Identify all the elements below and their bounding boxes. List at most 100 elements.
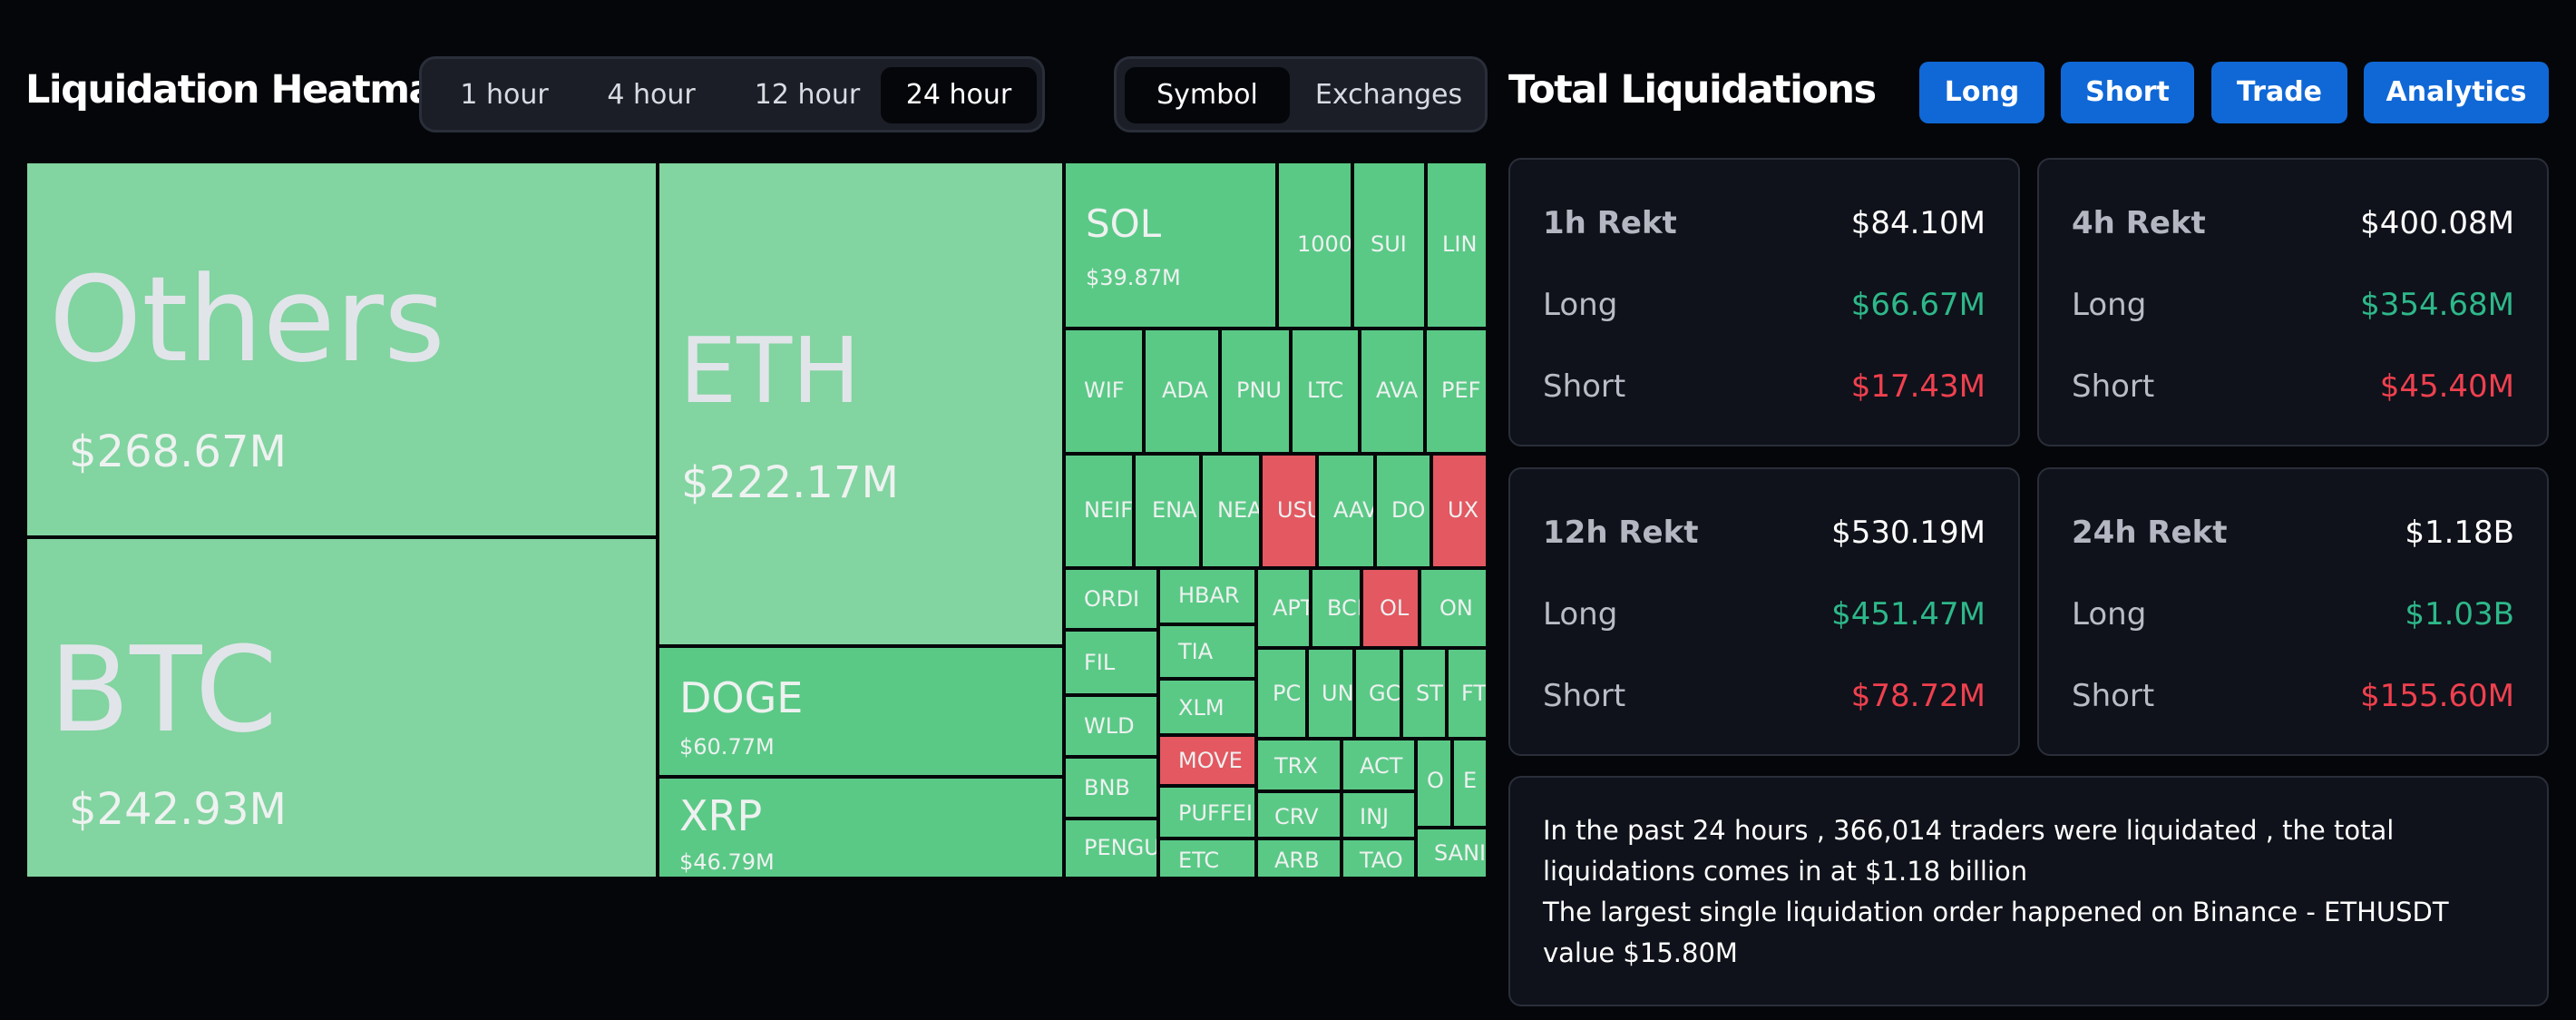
tile-symbol: AAV [1333, 497, 1375, 523]
treemap-tile[interactable]: SANI [1416, 828, 1488, 878]
tile-symbol: ORDI [1084, 586, 1140, 612]
treemap-tile[interactable]: UN [1307, 648, 1354, 739]
treemap-tile[interactable]: ON [1420, 568, 1488, 648]
tab-12-hour[interactable]: 12 hour [754, 79, 861, 111]
tile-symbol: TAO [1360, 848, 1403, 873]
liquidation-treemap: Others $268.67M BTC $242.93M ETH $222.17M DOGE… [25, 162, 1488, 878]
treemap-tile[interactable]: DOGE $60.77M [658, 646, 1064, 777]
tab-exchanges[interactable]: Exchanges [1314, 79, 1463, 111]
tile-symbol: INJ [1360, 804, 1390, 829]
long-value: $66.67M [1850, 287, 1986, 323]
analytics-button[interactable]: Analytics [2364, 62, 2549, 123]
treemap-tile[interactable]: Others $268.67M [25, 162, 658, 537]
treemap-tile[interactable]: XRP $46.79M [658, 777, 1064, 878]
treemap-tile[interactable]: ADA [1144, 329, 1220, 454]
treemap-tile[interactable]: PENGU [1064, 819, 1158, 878]
card-title: 24h Rekt [2072, 515, 2228, 551]
treemap-tile[interactable]: SUI [1352, 162, 1426, 329]
tab-4-hour[interactable]: 4 hour [607, 79, 696, 111]
treemap-tile[interactable]: UX [1431, 454, 1488, 568]
tile-value: $60.77M [679, 734, 775, 760]
treemap-tile[interactable]: ENA [1134, 454, 1201, 568]
tile-symbol: ARB [1274, 848, 1320, 873]
treemap-tile[interactable]: BTC $242.93M [25, 537, 658, 878]
long-value: $1.03B [2405, 596, 2514, 633]
short-button[interactable]: Short [2061, 62, 2194, 123]
card-title: 1h Rekt [1543, 205, 1677, 241]
tile-symbol: FT [1461, 681, 1488, 706]
treemap-tile[interactable]: ETC [1158, 839, 1256, 878]
treemap-tile[interactable]: CRV [1256, 791, 1342, 839]
tile-symbol: FIL [1084, 650, 1116, 675]
treemap-tile[interactable]: NEIF [1064, 454, 1134, 568]
tile-symbol: APT [1273, 595, 1311, 621]
tile-value: $222.17M [681, 457, 899, 508]
treemap-tile[interactable]: DO [1375, 454, 1431, 568]
summary-line-1: In the past 24 hours , 366,014 traders w… [1543, 815, 2395, 887]
treemap-tile[interactable]: OL [1361, 568, 1420, 648]
treemap-tile[interactable]: FIL [1064, 630, 1158, 695]
treemap-tile[interactable]: 1000 [1277, 162, 1352, 329]
tile-symbol: WLD [1084, 713, 1135, 739]
tile-symbol: PEF [1441, 378, 1481, 403]
tile-symbol: 1000 [1297, 231, 1352, 257]
tile-symbol: ACT [1360, 753, 1403, 779]
treemap-tile[interactable]: O [1416, 739, 1452, 828]
treemap-tile[interactable]: LTC [1291, 329, 1360, 454]
treemap-tile[interactable]: PC [1256, 648, 1307, 739]
tile-symbol: SUI [1371, 231, 1407, 257]
treemap-tile[interactable]: HBAR [1158, 568, 1256, 624]
treemap-tile[interactable]: PUFFEI [1158, 786, 1256, 839]
treemap-tile[interactable]: AAV [1317, 454, 1375, 568]
tile-symbol: NEIF [1084, 497, 1133, 523]
treemap-tile[interactable]: ARB [1256, 839, 1342, 878]
tile-symbol: LIN [1442, 231, 1478, 257]
treemap-tile[interactable]: BNB [1064, 757, 1158, 819]
treemap-tile[interactable]: TAO [1342, 839, 1416, 878]
tile-symbol: PNU [1236, 378, 1282, 403]
short-value: $45.40M [2379, 368, 2514, 405]
tile-value: $39.87M [1086, 265, 1181, 290]
tab-24-hour[interactable]: 24 hour [881, 67, 1037, 123]
treemap-tile[interactable]: USU [1261, 454, 1317, 568]
treemap-tile[interactable]: AVA [1360, 329, 1425, 454]
long-button[interactable]: Long [1919, 62, 2044, 123]
treemap-tile[interactable]: INJ [1342, 791, 1416, 839]
rekt-card-12h: 12h Rekt $530.19M Long $451.47M Short $78.7… [1508, 467, 2020, 756]
treemap-tile[interactable]: WLD [1064, 695, 1158, 757]
treemap-tile[interactable]: TIA [1158, 624, 1256, 679]
tile-symbol: GC [1369, 681, 1401, 706]
treemap-tile[interactable]: BCI [1311, 568, 1361, 648]
treemap-tile[interactable]: ACT [1342, 739, 1416, 791]
tile-symbol: PENGU [1084, 835, 1158, 860]
treemap-tile[interactable]: APT [1256, 568, 1311, 648]
card-total: $400.08M [2360, 205, 2514, 241]
treemap-tile[interactable]: WIF [1064, 329, 1144, 454]
treemap-tile[interactable]: ETH $222.17M [658, 162, 1064, 646]
tile-symbol: CRV [1274, 804, 1319, 829]
tile-symbol: NEA [1217, 497, 1261, 523]
tab-1-hour[interactable]: 1 hour [460, 79, 549, 111]
trade-button[interactable]: Trade [2211, 62, 2347, 123]
treemap-tile[interactable]: FT [1447, 648, 1488, 739]
tile-symbol: TIA [1178, 639, 1214, 664]
treemap-tile[interactable]: XLM [1158, 679, 1256, 735]
total-liquidations-title: Total Liquidations [1508, 67, 1877, 113]
liquidation-summary: In the past 24 hours , 366,014 traders w… [1508, 776, 2549, 1006]
treemap-tile[interactable]: PNU [1220, 329, 1291, 454]
treemap-tile[interactable]: MOVE [1158, 735, 1256, 786]
treemap-tile[interactable]: PEF [1425, 329, 1488, 454]
tile-symbol: HBAR [1178, 583, 1240, 608]
tab-symbol[interactable]: Symbol [1125, 67, 1290, 123]
card-title: 12h Rekt [1543, 515, 1699, 551]
treemap-tile[interactable]: LIN [1426, 162, 1488, 329]
treemap-tile[interactable]: TRX [1256, 739, 1342, 791]
rekt-card-4h: 4h Rekt $400.08M Long $354.68M Short $45.40… [2037, 158, 2549, 446]
treemap-tile[interactable]: E [1452, 739, 1488, 828]
treemap-tile[interactable]: ST [1401, 648, 1447, 739]
tile-value: $242.93M [69, 784, 287, 835]
treemap-tile[interactable]: ORDI [1064, 568, 1158, 630]
treemap-tile[interactable]: SOL $39.87M [1064, 162, 1277, 329]
treemap-tile[interactable]: GC [1354, 648, 1401, 739]
treemap-tile[interactable]: NEA [1201, 454, 1261, 568]
